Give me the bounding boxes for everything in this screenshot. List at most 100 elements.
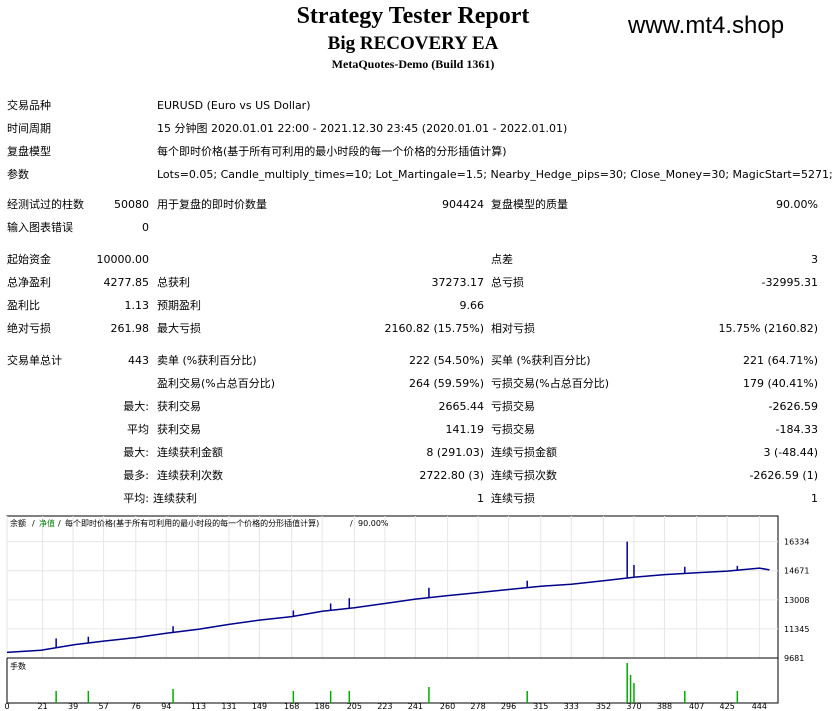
report-title: Strategy Tester Report — [296, 3, 530, 29]
expected-payoff-label: 预期盈利 — [157, 299, 201, 312]
largest-loss-label: 亏损交易 — [491, 400, 535, 413]
x-tick-label: 131 — [221, 702, 236, 711]
model-label: 复盘模型 — [7, 145, 51, 158]
average-profit-value: 141.19 — [445, 423, 485, 436]
maximal-consecutive-prefix: 最多: — [123, 469, 149, 482]
maximal-consecutive-loss-label: 连续亏损次数 — [491, 469, 557, 482]
params-label: 参数 — [7, 168, 29, 181]
x-tick-label: 57 — [98, 702, 108, 711]
short-positions-label: 卖单 (%获利百分比) — [157, 354, 257, 367]
legend-sep-3: / — [350, 519, 353, 528]
spread-value: 3 — [811, 253, 818, 266]
gross-profit-label: 总获利 — [157, 276, 190, 289]
maximal-consecutive-profit-label: 连续获利次数 — [157, 469, 223, 482]
x-tick-label: 168 — [284, 702, 299, 711]
ea-name: Big RECOVERY EA — [327, 33, 499, 54]
y-tick-label: 9681 — [784, 654, 804, 663]
x-tick-label: 333 — [564, 702, 579, 711]
chart-legend: 余额 / 净值 / 每个即时价格(基于所有可利用的最小时段的每一个价格的分形插值… — [10, 518, 389, 671]
gross-profit-value: 37273.17 — [431, 276, 485, 289]
loss-trades-value: 179 (40.41%) — [742, 377, 818, 390]
x-tick-label: 407 — [689, 702, 704, 711]
build-info: MetaQuotes-Demo (Build 1361) — [331, 57, 495, 71]
max-consecutive-wins-value: 8 (291.03) — [426, 446, 484, 459]
x-tick-label: 370 — [626, 702, 641, 711]
symbol-label: 交易品种 — [7, 99, 51, 112]
legend-sep-2: / — [58, 519, 61, 528]
short-positions-value: 222 (54.50%) — [408, 354, 484, 367]
x-tick-label: 278 — [470, 702, 485, 711]
period-value: 15 分钟图 2020.01.01 22:00 - 2021.12.30 23:… — [157, 122, 568, 135]
period-label: 时间周期 — [7, 122, 51, 135]
x-tick-label: 113 — [191, 702, 206, 711]
average-consecutive-losses-label: 连续亏损 — [491, 492, 535, 505]
y-tick-label: 13008 — [784, 596, 809, 605]
profit-factor-label: 盈利比 — [7, 299, 40, 312]
max-consecutive-losses-value: 3 (-48.44) — [763, 446, 818, 459]
average-loss-label: 亏损交易 — [491, 423, 535, 436]
x-tick-label: 205 — [347, 702, 362, 711]
average-loss-value: -184.33 — [775, 423, 818, 436]
model-value: 每个即时价格(基于所有可利用的最小时段的每一个价格的分形插值计算) — [157, 145, 507, 158]
largest-prefix: 最大: — [123, 400, 149, 413]
lots-label: 手数 — [10, 661, 26, 671]
max-consecutive-wins-label: 连续获利金额 — [157, 446, 223, 459]
profit-factor-value: 1.13 — [124, 299, 150, 312]
gross-loss-label: 总亏损 — [491, 276, 524, 289]
deposit-label: 起始资金 — [7, 253, 51, 266]
x-tick-label: 0 — [4, 702, 9, 711]
watermark: www.mt4.shop — [628, 12, 785, 39]
ticks-label: 用于复盘的即时价数量 — [157, 198, 267, 211]
total-trades-value: 443 — [128, 354, 149, 367]
maximal-consecutive-loss-value: -2626.59 (1) — [749, 469, 818, 482]
x-tick-label: 21 — [37, 702, 47, 711]
long-positions-value: 221 (64.71%) — [742, 354, 818, 367]
x-tick-label: 388 — [657, 702, 672, 711]
average-prefix: 平均 — [127, 423, 149, 436]
maximal-drawdown-value: 2160.82 (15.75%) — [384, 322, 484, 335]
expected-payoff-value: 9.66 — [459, 299, 485, 312]
max-consecutive-losses-label: 连续亏损金额 — [491, 446, 557, 459]
spread-label: 点差 — [491, 253, 513, 266]
net-profit-label: 总净盈利 — [7, 276, 51, 289]
relative-drawdown-value: 15.75% (2160.82) — [718, 322, 818, 335]
net-profit-value: 4277.85 — [103, 276, 150, 289]
profit-trades-value: 264 (59.59%) — [408, 377, 484, 390]
largest-profit-label: 获利交易 — [157, 400, 201, 413]
balance-line — [6, 567, 770, 654]
y-axis: 16334 14671 13008 11345 9681 — [784, 538, 809, 663]
x-tick-label: 223 — [377, 702, 392, 711]
bars-label: 经测试过的柱数 — [7, 198, 84, 211]
lots-bars — [55, 663, 739, 703]
absolute-drawdown-value: 261.98 — [110, 322, 150, 335]
quality-value: 90.00% — [776, 198, 818, 211]
balance-chart: 余额 / 净值 / 每个即时价格(基于所有可利用的最小时段的每一个价格的分形插值… — [0, 512, 832, 711]
largest-loss-value: -2626.59 — [768, 400, 818, 413]
legend-equity: 净值 — [39, 518, 55, 528]
deposit-value: 10000.00 — [96, 253, 150, 266]
x-axis: 0 21 39 57 76 94 113 131 149 168 186 205 223 241 260 27… — [4, 702, 767, 711]
max-consecutive-prefix: 最大: — [123, 446, 149, 459]
average-consecutive-losses-value: 1 — [811, 492, 818, 505]
absolute-drawdown-label: 绝对亏损 — [7, 322, 51, 335]
x-tick-label: 39 — [68, 702, 78, 711]
average-consecutive-wins-value: 1 — [477, 492, 484, 505]
x-tick-label: 260 — [440, 702, 455, 711]
x-tick-label: 444 — [752, 702, 767, 711]
x-tick-label: 241 — [408, 702, 423, 711]
gross-loss-value: -32995.31 — [761, 276, 818, 289]
x-tick-label: 94 — [161, 702, 171, 711]
ticks-value: 904424 — [442, 198, 484, 211]
long-positions-label: 买单 (%获利百分比) — [491, 354, 591, 367]
legend-quality: 90.00% — [358, 519, 389, 528]
legend-model: 每个即时价格(基于所有可利用的最小时段的每一个价格的分形插值计算) — [65, 518, 319, 528]
errors-label: 输入图表错误 — [7, 221, 73, 234]
legend-balance: 余额 — [10, 518, 26, 528]
y-tick-label: 16334 — [784, 538, 809, 547]
y-tick-label: 14671 — [784, 567, 809, 576]
legend-sep-1: / — [32, 519, 35, 528]
x-tick-label: 425 — [720, 702, 735, 711]
params-value: Lots=0.05; Candle_multiply_times=10; Lot… — [157, 168, 832, 181]
x-tick-label: 352 — [596, 702, 611, 711]
x-tick-label: 296 — [501, 702, 516, 711]
